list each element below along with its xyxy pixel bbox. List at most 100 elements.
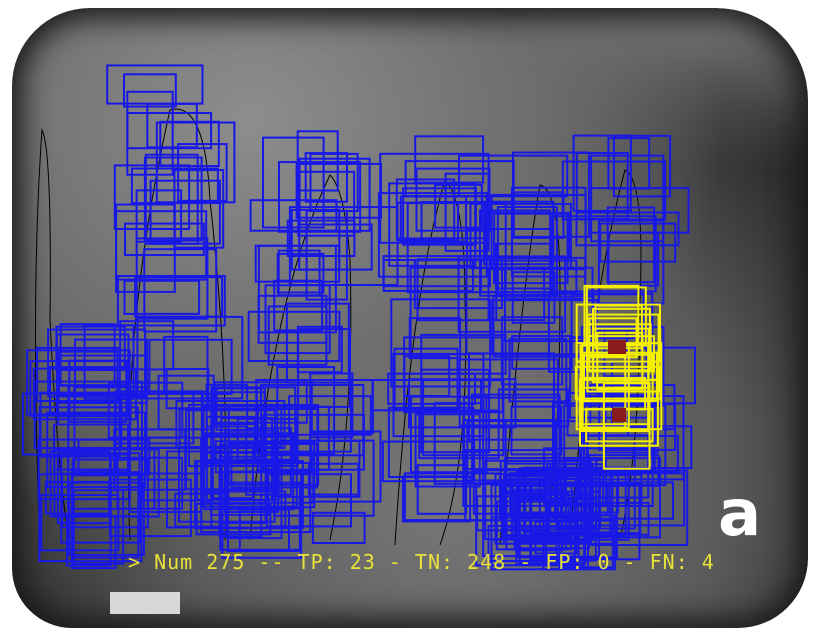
detection-box [68, 359, 128, 423]
highlight-box [588, 317, 638, 359]
detection-box [55, 333, 130, 418]
detection-box [68, 481, 145, 556]
detection-box [38, 473, 143, 563]
detection-box [612, 134, 672, 198]
detection-box [534, 520, 578, 555]
panel-letter: a [718, 477, 762, 551]
detection-stats: > Num 275 -- TP: 23 - TN: 248 - FP: 0 - … [128, 550, 715, 574]
highlight-box [602, 382, 651, 470]
detection-box [493, 212, 569, 285]
detection-box [47, 328, 147, 398]
highlight-box [579, 378, 659, 447]
lesion-marker [612, 408, 626, 422]
detection-box [390, 298, 492, 388]
detection-box [307, 462, 360, 496]
detection-box [210, 458, 270, 516]
detection-box [49, 450, 111, 518]
detection-box [575, 152, 629, 220]
detection-box [32, 367, 137, 421]
detection-box [403, 355, 451, 397]
detection-box [578, 434, 650, 499]
detection-box [487, 268, 546, 322]
detection-box [40, 494, 120, 552]
detection-box [213, 381, 308, 424]
detection-box [57, 350, 119, 404]
detection-box [483, 200, 555, 266]
detection-box [524, 466, 630, 541]
detection-box [135, 237, 209, 320]
detection-box [511, 186, 587, 278]
detection-box [409, 266, 468, 356]
detection-box [415, 167, 491, 232]
tooth-outline [249, 174, 352, 541]
detection-box [511, 477, 594, 518]
detection-box [388, 182, 477, 267]
detection-box [57, 384, 132, 426]
detection-box [508, 337, 568, 403]
detection-box [66, 513, 112, 567]
detection-box [599, 222, 677, 263]
highlight-box [583, 353, 654, 403]
detection-box [510, 405, 563, 456]
detection-box [309, 430, 382, 503]
detection-box [247, 310, 341, 362]
detection-box [126, 90, 174, 176]
detection-box [414, 135, 485, 184]
detection-box [396, 201, 459, 242]
detection-box [262, 136, 325, 229]
detection-box [136, 315, 244, 400]
detection-boxes [21, 64, 696, 571]
detection-box [195, 502, 272, 536]
detection-box [522, 471, 612, 534]
detection-box [296, 130, 339, 192]
detection-box [134, 276, 224, 318]
detection-box [551, 215, 657, 293]
detection-box [249, 199, 338, 232]
detection-box [226, 481, 301, 553]
detection-box [123, 73, 177, 108]
detection-box [288, 206, 399, 287]
detection-box [148, 338, 233, 395]
detection-box [264, 284, 331, 355]
detection-box [115, 210, 208, 281]
detection-box [135, 189, 183, 243]
detection-box [500, 316, 564, 386]
detection-box [72, 489, 125, 565]
lesion-marker [608, 340, 626, 354]
highlight-box [586, 313, 660, 393]
detection-box [155, 121, 236, 204]
detection-box [387, 372, 477, 405]
detection-box [311, 511, 366, 544]
tooth-outline [127, 108, 227, 541]
highlight-box [574, 365, 662, 400]
detection-box [116, 275, 226, 327]
detection-box [36, 346, 121, 402]
detection-box [113, 164, 191, 230]
detection-box [218, 455, 263, 538]
detection-box [503, 474, 614, 545]
detection-box [276, 252, 325, 294]
detection-box [305, 209, 348, 301]
detection-box [416, 258, 498, 322]
detection-box [286, 219, 356, 258]
detection-box [202, 405, 267, 493]
detection-box [572, 134, 632, 212]
detection-box [106, 64, 204, 105]
detection-box [471, 393, 561, 482]
detection-box [123, 279, 201, 315]
detection-box [185, 409, 276, 491]
detection-box [46, 411, 147, 489]
detection-box [377, 192, 488, 278]
detection-box [381, 440, 476, 483]
detection-box [290, 208, 341, 271]
detection-box [188, 403, 299, 467]
detection-box [173, 169, 225, 249]
detection-box [382, 255, 491, 288]
detection-box [511, 271, 556, 324]
detection-box [276, 366, 336, 455]
detection-box [37, 438, 131, 501]
highlight-boxes [574, 284, 663, 470]
detection-box [143, 248, 218, 333]
